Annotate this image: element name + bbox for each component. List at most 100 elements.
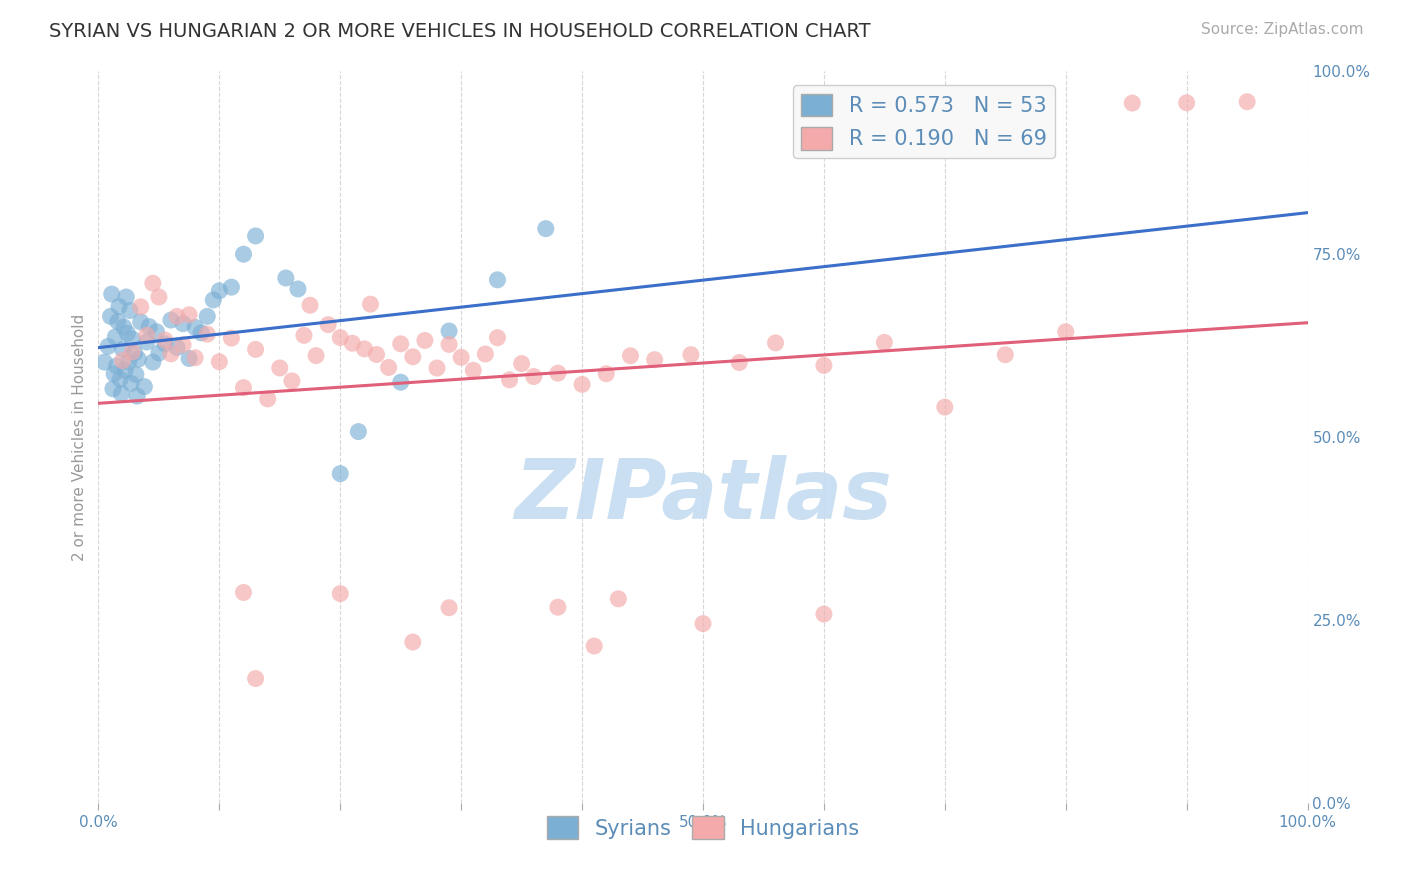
Point	[547, 600, 569, 615]
Point	[1175, 95, 1198, 110]
Point	[153, 336, 176, 351]
Point	[101, 382, 124, 396]
Point	[571, 377, 593, 392]
Point	[510, 357, 533, 371]
Point	[498, 373, 520, 387]
Point	[692, 616, 714, 631]
Point	[202, 293, 225, 307]
Point	[179, 351, 201, 366]
Point	[129, 315, 152, 329]
Point	[142, 355, 165, 369]
Point	[179, 308, 201, 322]
Text: Source: ZipAtlas.com: Source: ZipAtlas.com	[1201, 22, 1364, 37]
Point	[299, 298, 322, 312]
Point	[127, 352, 149, 367]
Point	[245, 672, 267, 686]
Point	[1054, 325, 1077, 339]
Point	[148, 346, 170, 360]
Point	[450, 351, 472, 365]
Point	[195, 310, 218, 324]
Point	[679, 348, 702, 362]
Point	[413, 334, 436, 348]
Point	[121, 345, 143, 359]
Point	[208, 355, 231, 369]
Point	[120, 376, 142, 391]
Point	[100, 310, 122, 324]
Point	[342, 336, 364, 351]
Point	[269, 361, 291, 376]
Point	[994, 348, 1017, 362]
Point	[728, 355, 751, 369]
Point	[190, 326, 212, 340]
Point	[437, 600, 460, 615]
Point	[112, 320, 135, 334]
Point	[813, 359, 835, 373]
Point	[329, 586, 352, 600]
Point	[148, 290, 170, 304]
Point	[873, 335, 896, 350]
Text: ZIPatlas: ZIPatlas	[515, 455, 891, 536]
Point	[221, 331, 243, 345]
Point	[166, 310, 188, 324]
Point	[172, 338, 194, 352]
Point	[97, 339, 120, 353]
Point	[115, 290, 138, 304]
Point	[153, 333, 176, 347]
Point	[437, 324, 460, 338]
Point	[607, 591, 630, 606]
Point	[316, 318, 339, 332]
Point	[145, 325, 167, 339]
Point	[105, 359, 128, 373]
Point	[329, 467, 352, 481]
Point	[583, 639, 606, 653]
Point	[402, 350, 425, 364]
Point	[114, 363, 136, 377]
Point	[274, 271, 297, 285]
Point	[353, 342, 375, 356]
Point	[108, 372, 131, 386]
Point	[329, 330, 352, 344]
Point	[1236, 95, 1258, 109]
Point	[402, 635, 425, 649]
Point	[111, 353, 134, 368]
Point	[305, 349, 328, 363]
Point	[232, 247, 254, 261]
Point	[547, 366, 569, 380]
Point	[111, 343, 134, 357]
Point	[107, 314, 129, 328]
Point	[292, 328, 315, 343]
Point	[463, 363, 485, 377]
Text: SYRIAN VS HUNGARIAN 2 OR MORE VEHICLES IN HOUSEHOLD CORRELATION CHART: SYRIAN VS HUNGARIAN 2 OR MORE VEHICLES I…	[49, 22, 870, 41]
Point	[287, 282, 309, 296]
Point	[184, 351, 207, 365]
Point	[360, 297, 382, 311]
Point	[166, 341, 188, 355]
Point	[117, 326, 139, 341]
Point	[389, 336, 412, 351]
Point	[644, 352, 666, 367]
Point	[232, 585, 254, 599]
Point	[129, 300, 152, 314]
Point	[93, 355, 115, 369]
Point	[138, 319, 160, 334]
Point	[104, 330, 127, 344]
Point	[160, 313, 183, 327]
Point	[347, 425, 370, 439]
Point	[523, 369, 546, 384]
Point	[127, 389, 149, 403]
Point	[125, 368, 148, 382]
Point	[256, 392, 278, 406]
Point	[389, 376, 412, 390]
Point	[486, 273, 509, 287]
Point	[110, 386, 132, 401]
Point	[135, 334, 157, 349]
Point	[208, 284, 231, 298]
Y-axis label: 2 or more Vehicles in Household: 2 or more Vehicles in Household	[72, 313, 87, 561]
Point	[121, 332, 143, 346]
Point	[366, 347, 388, 361]
Point	[1121, 96, 1143, 111]
Point	[118, 303, 141, 318]
Point	[195, 327, 218, 342]
Point	[486, 331, 509, 345]
Point	[118, 355, 141, 369]
